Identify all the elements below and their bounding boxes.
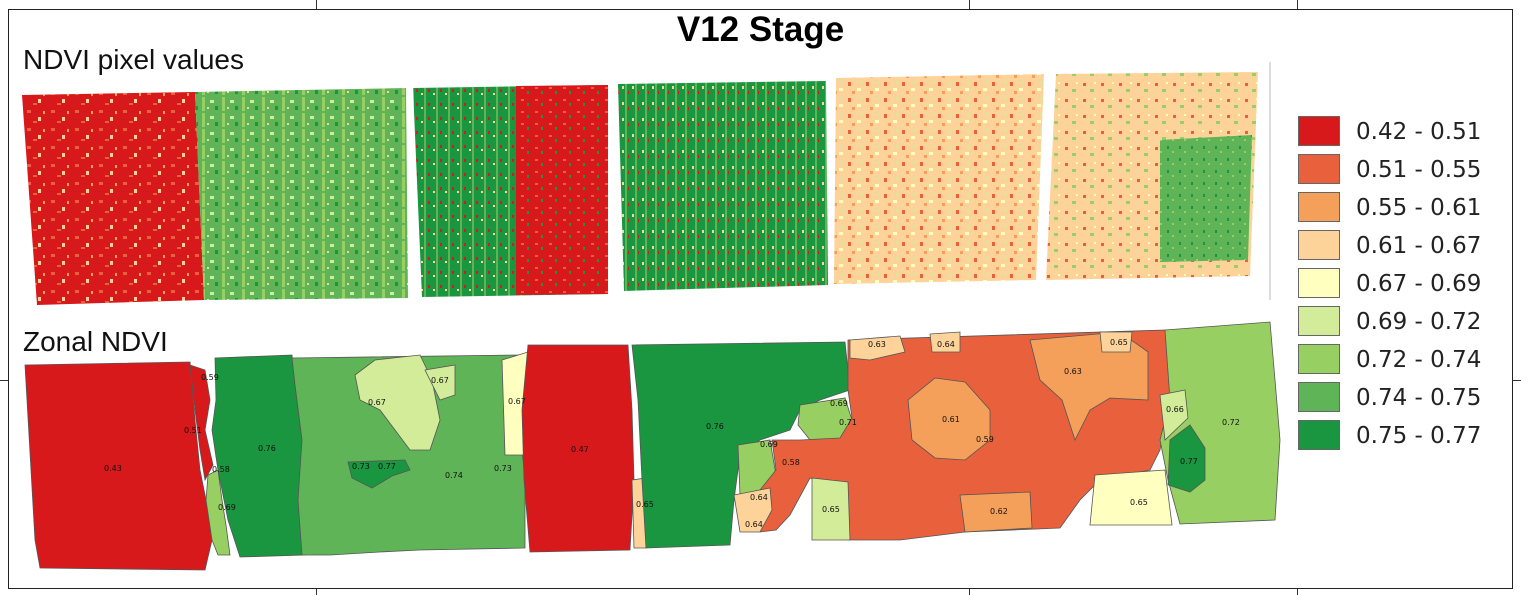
legend-label: 0.51 - 0.55	[1356, 157, 1482, 183]
zone-value-label: 0.72	[1222, 418, 1240, 427]
frame-tick	[0, 380, 8, 381]
zone-polygon	[811, 477, 851, 541]
pixel-field	[22, 92, 204, 305]
zone-value-label: 0.73	[352, 462, 370, 471]
legend-item: 0.42 - 0.51	[1298, 116, 1498, 146]
legend-label: 0.55 - 0.61	[1356, 195, 1482, 221]
zone-value-label: 0.61	[942, 415, 960, 424]
zone-polygon	[907, 377, 991, 461]
pixel-field	[618, 81, 828, 291]
zone-polygon	[424, 364, 456, 401]
zone-polygon	[1089, 469, 1173, 526]
zone-value-label: 0.64	[745, 520, 763, 529]
zonal-ndvi-panel	[24, 321, 1281, 571]
zone-value-label: 0.69	[830, 399, 848, 408]
legend-item: 0.72 - 0.74	[1298, 344, 1498, 374]
pixel-field	[834, 74, 1044, 284]
zone-value-label: 0.76	[258, 444, 276, 453]
frame-tick	[1513, 380, 1521, 381]
legend-label: 0.42 - 0.51	[1356, 119, 1482, 145]
legend-swatch	[1298, 344, 1340, 374]
zone-polygon	[205, 469, 231, 556]
pixel-field	[195, 88, 408, 300]
pixel-field-green-patch	[1160, 135, 1252, 262]
legend-item: 0.74 - 0.75	[1298, 382, 1498, 412]
legend-swatch	[1298, 230, 1340, 260]
zone-polygon	[521, 344, 635, 553]
legend-swatch	[1298, 420, 1340, 450]
zone-value-label: 0.62	[990, 507, 1008, 516]
legend-swatch	[1298, 116, 1340, 146]
zone-labels: 0.43 0.59 0.51 0.58 0.69 0.76 0.67 0.67 …	[104, 338, 1240, 529]
frame-tick	[969, 0, 970, 9]
legend-swatch	[1298, 306, 1340, 336]
zone-polygon	[1099, 331, 1133, 353]
zone-value-label: 0.65	[822, 505, 840, 514]
zonal-panel-label: Zonal NDVI	[23, 326, 168, 357]
legend-item: 0.75 - 0.77	[1298, 420, 1498, 450]
legend-swatch	[1298, 382, 1340, 412]
zone-polygon	[1167, 424, 1206, 493]
zone-polygon	[354, 354, 441, 451]
legend-label: 0.72 - 0.74	[1356, 347, 1482, 373]
zone-value-label: 0.67	[368, 398, 386, 407]
zone-value-label: 0.47	[571, 445, 589, 454]
zone-value-label: 0.64	[750, 493, 768, 502]
legend-label: 0.69 - 0.72	[1356, 309, 1482, 335]
frame-tick	[1297, 589, 1298, 595]
zone-value-label: 0.77	[378, 462, 396, 471]
zone-polygon	[959, 491, 1033, 533]
zone-polygon	[733, 487, 773, 533]
frame-tick	[316, 589, 317, 595]
zone-value-label: 0.69	[218, 503, 236, 512]
legend-label: 0.74 - 0.75	[1356, 385, 1482, 411]
zone-polygon	[347, 459, 411, 489]
zone-value-label: 0.59	[201, 373, 219, 382]
frame-tick	[969, 589, 970, 595]
zone-polygon	[1159, 389, 1189, 441]
map-title: V12 Stage	[676, 10, 845, 49]
zone-value-label: 0.76	[706, 422, 724, 431]
zone-value-label: 0.71	[839, 418, 857, 427]
zone-value-label: 0.74	[445, 471, 463, 480]
legend-swatch	[1298, 192, 1340, 222]
zone-value-label: 0.63	[868, 340, 886, 349]
legend-label: 0.75 - 0.77	[1356, 423, 1482, 449]
legend-swatch	[1298, 268, 1340, 298]
zone-value-label: 0.64	[937, 340, 955, 349]
zone-polygon	[1029, 331, 1149, 442]
frame-tick	[1297, 0, 1298, 9]
zone-value-label: 0.65	[1130, 498, 1148, 507]
zone-value-label: 0.65	[636, 500, 654, 509]
legend-swatch	[1298, 154, 1340, 184]
zone-value-label: 0.51	[184, 426, 202, 435]
zone-value-label: 0.58	[212, 465, 230, 474]
zone-value-label: 0.67	[431, 376, 449, 385]
zone-value-label: 0.58	[782, 458, 800, 467]
zone-value-label: 0.43	[104, 464, 122, 473]
legend-item: 0.55 - 0.61	[1298, 192, 1498, 222]
zone-value-label: 0.66	[1166, 405, 1184, 414]
pixel-raster-panel	[22, 62, 1271, 305]
pixel-field-red-strip	[516, 85, 608, 295]
zone-value-label: 0.59	[976, 435, 994, 444]
legend-item: 0.51 - 0.55	[1298, 154, 1498, 184]
legend-item: 0.61 - 0.67	[1298, 230, 1498, 260]
zone-value-label: 0.73	[494, 464, 512, 473]
zone-value-label: 0.69	[760, 440, 778, 449]
zone-value-label: 0.65	[1110, 338, 1128, 347]
zone-polygon	[849, 335, 906, 361]
legend-item: 0.67 - 0.69	[1298, 268, 1498, 298]
zone-value-label: 0.77	[1180, 457, 1198, 466]
legend-label: 0.61 - 0.67	[1356, 233, 1482, 259]
zone-value-label: 0.67	[508, 397, 526, 406]
pixel-panel-label: NDVI pixel values	[23, 44, 244, 75]
zone-polygon	[189, 364, 214, 482]
legend-label: 0.67 - 0.69	[1356, 271, 1482, 297]
zone-value-label: 0.63	[1064, 367, 1082, 376]
frame-tick	[316, 0, 317, 9]
zone-polygon	[929, 331, 961, 353]
legend-item: 0.69 - 0.72	[1298, 306, 1498, 336]
